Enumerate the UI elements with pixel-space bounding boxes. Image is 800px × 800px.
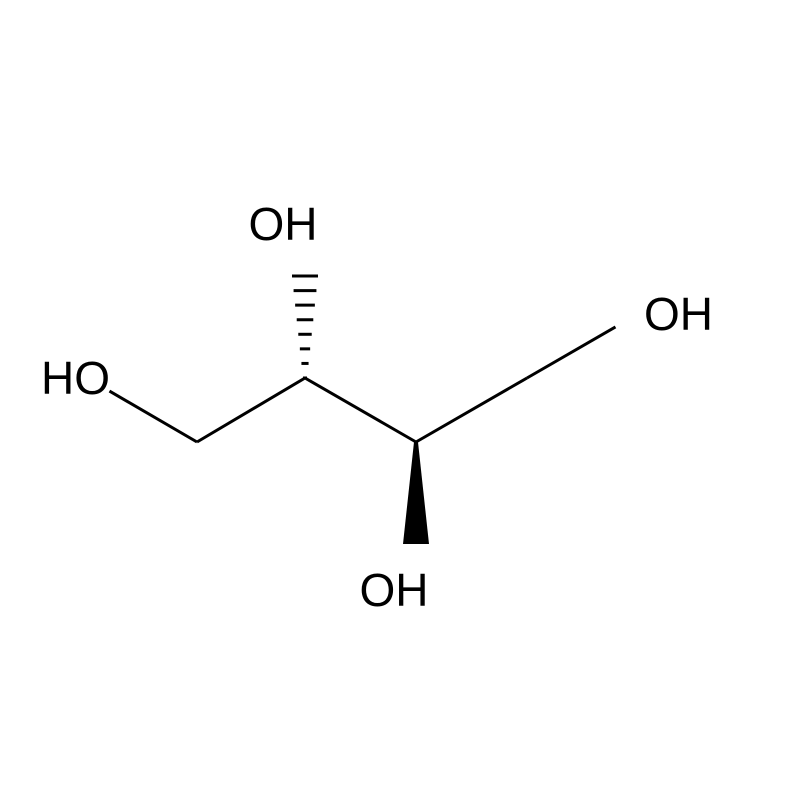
atom-label-o_left: HO [41,352,110,404]
bond-wedge-hash [292,276,318,378]
atom-label-o_top: OH [249,198,318,250]
atoms-layer: HO OH OH OH [41,198,713,616]
bond-single [197,378,305,442]
bond-single [305,378,416,442]
atom-label-o_bottom: OH [360,564,429,616]
atom-label-o_right: OH [644,288,713,340]
bond-wedge-solid [403,442,429,544]
bonds-layer [109,276,615,544]
bond-single [527,327,615,378]
molecule-diagram: HO OH OH OH [0,0,800,800]
bond-single [416,378,527,442]
bond-single [109,391,197,442]
